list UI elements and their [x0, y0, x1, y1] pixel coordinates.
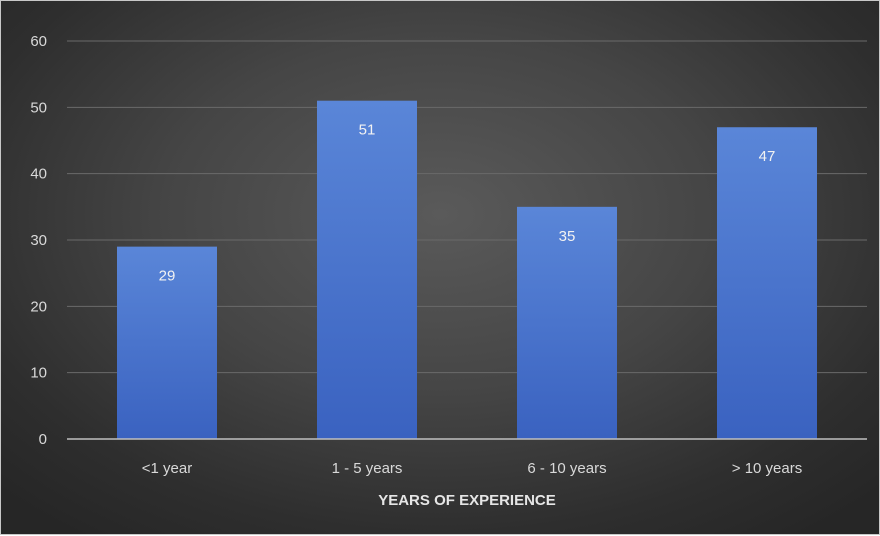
bar-value-label: 47	[759, 148, 776, 165]
y-tick-label: 0	[39, 431, 47, 448]
x-tick-label: > 10 years	[732, 460, 802, 477]
y-tick-label: 10	[30, 365, 47, 382]
x-axis-tick-labels: <1 year 1 - 5 years 6 - 10 years > 10 years	[142, 460, 802, 477]
bar-value-label: 35	[559, 228, 576, 245]
x-tick-label: 1 - 5 years	[332, 460, 403, 477]
x-tick-label: <1 year	[142, 460, 192, 477]
x-axis-title: YEARS OF EXPERIENCE	[378, 492, 556, 509]
x-tick-label: 6 - 10 years	[527, 460, 606, 477]
y-axis-tick-labels: 0 10 20 30 40 50 60	[30, 33, 47, 448]
y-tick-label: 50	[30, 99, 47, 116]
y-tick-label: 30	[30, 232, 47, 249]
bar	[117, 246, 217, 439]
y-tick-label: 20	[30, 298, 47, 315]
bars: 29 51 35 47	[117, 100, 817, 439]
bar-value-label: 51	[359, 122, 376, 139]
bar-value-label: 29	[159, 268, 176, 285]
bar	[317, 100, 417, 439]
bar	[517, 206, 617, 439]
bar	[717, 127, 817, 439]
y-tick-label: 40	[30, 166, 47, 183]
y-tick-label: 60	[30, 33, 47, 50]
